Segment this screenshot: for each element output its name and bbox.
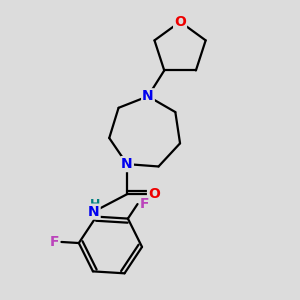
Text: F: F [140, 197, 149, 211]
Text: O: O [148, 187, 160, 201]
Text: F: F [50, 235, 59, 249]
Text: H: H [90, 198, 100, 211]
Text: O: O [174, 15, 186, 29]
Text: N: N [88, 205, 100, 219]
Text: N: N [121, 157, 133, 171]
Text: N: N [142, 89, 154, 103]
